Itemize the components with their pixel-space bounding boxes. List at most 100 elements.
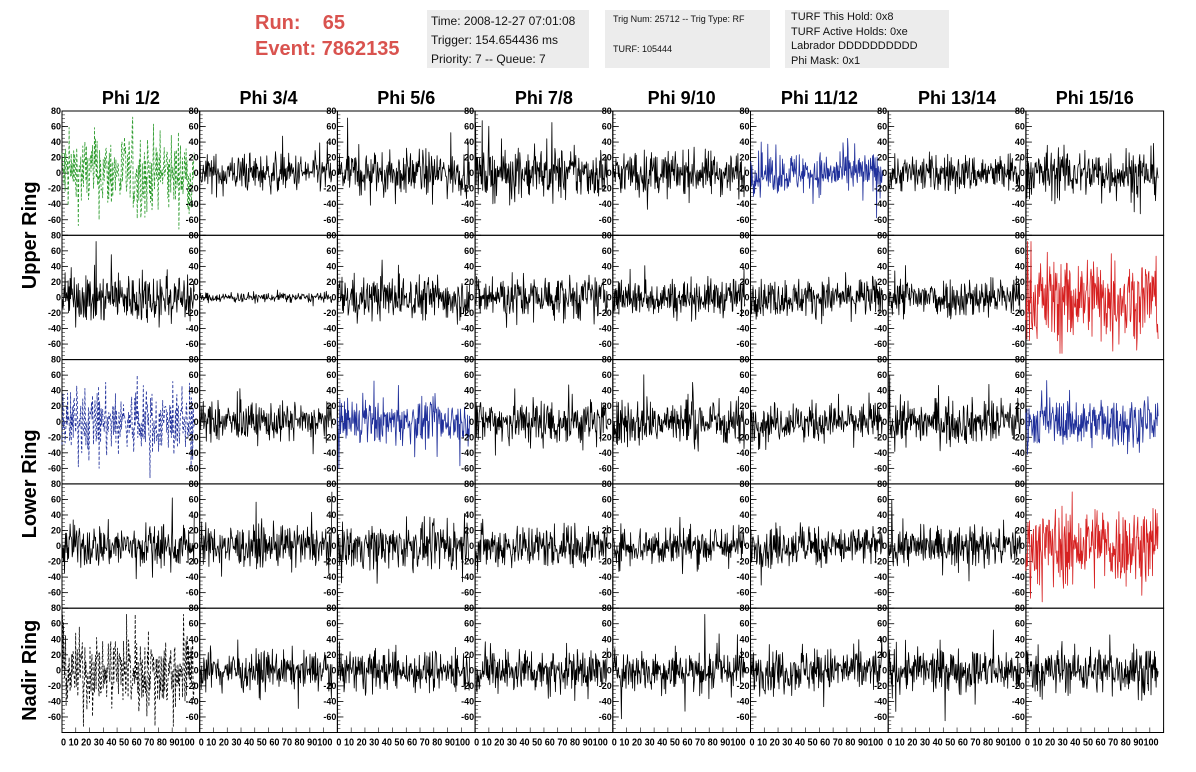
y-tick-label: 60 xyxy=(189,122,199,132)
y-tick-label: -40 xyxy=(186,448,199,458)
y-tick-label: 40 xyxy=(326,510,336,520)
y-tick-label: -20 xyxy=(736,432,749,442)
waveform-panel: -60 -40 -20 0 20 40 60 80 xyxy=(48,479,201,609)
y-tick-label: 60 xyxy=(189,246,199,256)
waveform-trace xyxy=(337,513,470,584)
y-tick-label: 20 xyxy=(51,650,61,660)
y-tick-label: 60 xyxy=(464,246,474,256)
waveform-trace xyxy=(337,641,470,696)
waveform-panel: -60 -40 -20 0 20 40 60 80 xyxy=(1012,106,1165,236)
y-tick-label: 0 xyxy=(56,665,61,675)
y-tick-label: 80 xyxy=(877,230,887,240)
y-tick-label: -60 xyxy=(1012,339,1025,349)
y-tick-label: 0 xyxy=(1020,417,1025,427)
waveform-panel: -60 -40 -20 0 20 40 60 80 xyxy=(48,355,201,485)
waveform-panel: -60 -40 -20 0 20 40 60 80 xyxy=(599,479,751,609)
y-tick-label: -60 xyxy=(599,215,612,225)
waveform-trace xyxy=(474,518,608,573)
y-tick-label: 40 xyxy=(1015,261,1025,271)
y-tick-label: -60 xyxy=(736,215,749,225)
waveform-panel: -60 -40 -20 0 20 40 60 80 xyxy=(874,230,1027,361)
y-tick-label: 80 xyxy=(326,355,336,365)
y-tick-label: -20 xyxy=(323,681,336,691)
y-tick-label: -60 xyxy=(186,588,199,598)
ring-label: Nadir Ring xyxy=(19,620,41,721)
waveform-panel: -60 -40 -20 0 20 40 60 80 xyxy=(48,603,201,734)
y-tick-label: 0 xyxy=(331,168,336,178)
y-tick-label: 60 xyxy=(1015,122,1025,132)
y-tick-label: 20 xyxy=(189,650,199,660)
y-tick-label: 40 xyxy=(464,634,474,644)
y-tick-label: 0 xyxy=(607,665,612,675)
waveform-trace xyxy=(612,516,746,575)
y-tick-label: 60 xyxy=(877,494,887,504)
waveform-trace xyxy=(612,614,746,720)
column-title: Phi 13/14 xyxy=(918,88,996,108)
trig-num-text: Trig Num: 25712 -- Trig Type: RF xyxy=(613,14,745,24)
y-tick-label: -60 xyxy=(736,339,749,349)
y-tick-label: 80 xyxy=(464,479,474,489)
y-tick-label: -40 xyxy=(48,448,61,458)
y-tick-label: -60 xyxy=(48,463,61,473)
y-tick-label: 20 xyxy=(877,401,887,411)
y-tick-label: 0 xyxy=(331,417,336,427)
y-tick-label: 20 xyxy=(739,277,749,287)
y-tick-label: -60 xyxy=(186,712,199,722)
y-tick-label: 80 xyxy=(464,355,474,365)
y-tick-label: -40 xyxy=(461,199,474,209)
run-event-box: Run: 65 Event: 7862135 xyxy=(255,10,415,62)
y-tick-label: 20 xyxy=(877,650,887,660)
y-tick-label: 80 xyxy=(739,603,749,613)
waveform-panel: -60 -40 -20 0 20 40 60 80 xyxy=(1012,479,1165,609)
y-tick-label: 40 xyxy=(739,137,749,147)
y-tick-label: -60 xyxy=(874,712,887,722)
y-tick-label: -20 xyxy=(1012,557,1025,567)
waveform-panel: -60 -40 -20 0 20 40 60 80 xyxy=(874,106,1027,236)
y-tick-label: -60 xyxy=(323,588,336,598)
y-tick-label: -20 xyxy=(48,184,61,194)
y-tick-label: -40 xyxy=(461,324,474,334)
y-tick-label: 40 xyxy=(739,634,749,644)
y-tick-label: 0 xyxy=(469,665,474,675)
y-tick-label: -20 xyxy=(1012,681,1025,691)
column-title: Phi 5/6 xyxy=(377,88,435,108)
y-tick-label: -60 xyxy=(186,339,199,349)
y-tick-label: -40 xyxy=(874,696,887,706)
y-tick-label: -40 xyxy=(323,199,336,209)
y-tick-label: -60 xyxy=(599,588,612,598)
y-tick-label: 20 xyxy=(51,526,61,536)
y-tick-label: -60 xyxy=(186,463,199,473)
column-title: Phi 15/16 xyxy=(1056,88,1134,108)
y-tick-label: 20 xyxy=(189,526,199,536)
y-tick-label: 60 xyxy=(877,246,887,256)
run-number: Run: 65 xyxy=(255,12,346,34)
y-tick-label: -40 xyxy=(48,696,61,706)
y-tick-label: 60 xyxy=(739,494,749,504)
waveform-trace xyxy=(887,374,1021,452)
y-tick-label: -40 xyxy=(323,448,336,458)
turf-this-hold-text: TURF This Hold: 0x8 xyxy=(791,11,894,23)
y-tick-label: -40 xyxy=(186,199,199,209)
y-tick-label: -60 xyxy=(323,339,336,349)
waveform-panel: -60 -40 -20 0 20 40 60 80 xyxy=(323,603,476,734)
y-tick-label: 60 xyxy=(739,122,749,132)
x-tick-labels: 0 10 20 30 40 50 60 70 80 90100 xyxy=(612,738,746,749)
y-tick-label: 80 xyxy=(602,106,612,116)
y-tick-label: 40 xyxy=(464,137,474,147)
y-tick-label: -60 xyxy=(736,463,749,473)
waveform-trace xyxy=(887,265,1021,320)
y-tick-label: -60 xyxy=(1012,463,1025,473)
y-tick-label: 60 xyxy=(189,619,199,629)
y-tick-label: -40 xyxy=(461,448,474,458)
y-tick-label: 40 xyxy=(326,261,336,271)
y-tick-label: -60 xyxy=(874,339,887,349)
waveform-trace xyxy=(750,138,884,219)
y-tick-label: -20 xyxy=(186,184,199,194)
y-tick-label: 60 xyxy=(464,122,474,132)
column-title: Phi 7/8 xyxy=(515,88,573,108)
waveform-trace xyxy=(61,497,195,580)
turf-hold-panel: TURF This Hold: 0x8 TURF Active Holds: 0… xyxy=(785,10,949,68)
waveform-panel: -60 -40 -20 0 20 40 60 80 xyxy=(874,603,1027,734)
waveform-panel: -60 -40 -20 0 20 40 60 80 xyxy=(461,230,614,361)
y-tick-label: -20 xyxy=(874,184,887,194)
